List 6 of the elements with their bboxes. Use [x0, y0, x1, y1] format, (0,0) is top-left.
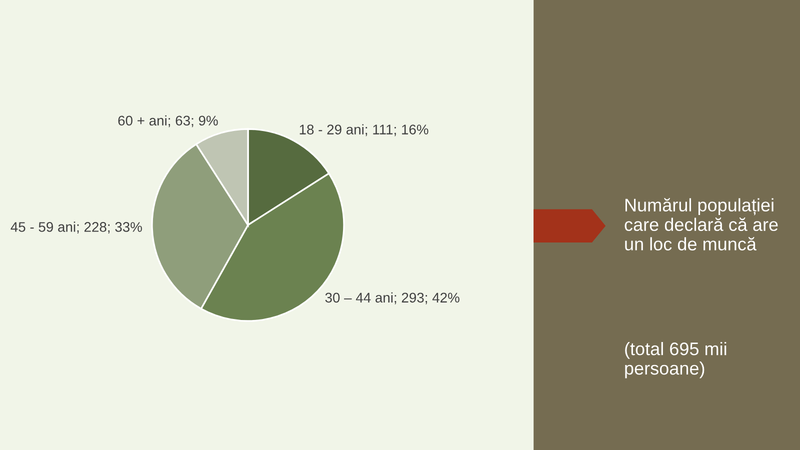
slice-label: 18 - 29 ani; 111; 16%	[300, 124, 428, 136]
slice-label: 60 + ani; 63; 9%	[118, 115, 218, 128]
slice-label: 30 – 44 ani; 293; 42%	[325, 292, 460, 304]
slice-label: 45 - 59 ani; 228; 33%	[10, 222, 142, 234]
text: (total 695 mii persoane)	[625, 342, 726, 378]
text: Numărul populației care declară că are un loc de muncă	[624, 198, 778, 250]
